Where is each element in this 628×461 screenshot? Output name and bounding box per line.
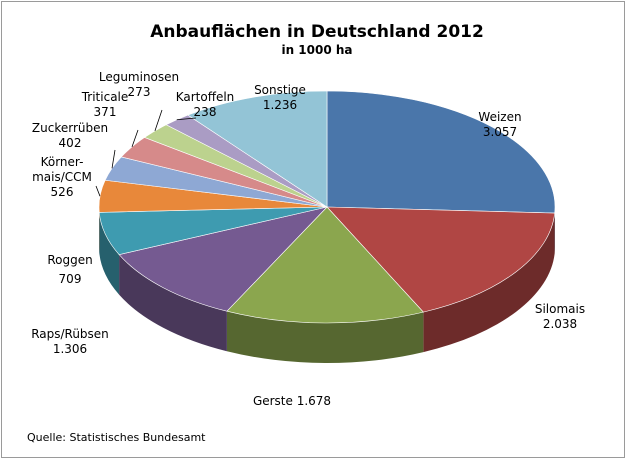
chart-subtitle: in 1000 ha — [281, 43, 352, 57]
slice-label-3: Raps/Rübsen 1.306 — [31, 327, 109, 356]
slice-label-6: Zuckerrüben 402 — [32, 121, 108, 150]
leader-line-6 — [111, 149, 116, 169]
pie-sides — [99, 207, 555, 363]
slice-label-0: Weizen 3.057 — [478, 110, 521, 139]
chart-title: Anbauflächen in Deutschland 2012 — [150, 22, 484, 42]
pie-side-3 — [119, 254, 227, 352]
pie-slice-3 — [118, 206, 328, 312]
slice-label-9: Kartoffeln 238 — [176, 90, 235, 119]
pie-side-1 — [423, 213, 555, 353]
pie-slice-2 — [226, 206, 424, 324]
pie-side-4 — [99, 212, 120, 295]
slice-labels: Weizen 3.057 Silomais 2.038 Gerste 1.678 Raps… — [31, 70, 585, 408]
slice-label-7: Triticale 371 — [81, 90, 129, 119]
slice-label-4: Roggen 709 — [47, 253, 92, 286]
slice-label-1: Silomais 2.038 — [535, 302, 585, 331]
leader-line-5 — [95, 185, 101, 197]
slice-label-2: Gerste 1.678 — [253, 394, 331, 408]
leader-line-7 — [131, 129, 139, 148]
leader-line-8 — [154, 109, 163, 132]
pie-slice-1 — [326, 206, 556, 313]
slice-label-5: Körner-mais/CCM 526 — [32, 155, 92, 199]
slice-label-8: Leguminosen 273 — [99, 70, 179, 99]
pie-slice-10 — [187, 90, 328, 208]
pie-slice-0 — [326, 90, 556, 214]
source-note: Quelle: Statistisches Bundesamt — [27, 431, 206, 444]
leader-line-9 — [176, 117, 197, 121]
pie-top — [98, 90, 556, 324]
leader-lines — [95, 109, 197, 197]
pie-side-2 — [226, 311, 424, 363]
slice-label-10: Sonstige 1.236 — [254, 83, 306, 112]
